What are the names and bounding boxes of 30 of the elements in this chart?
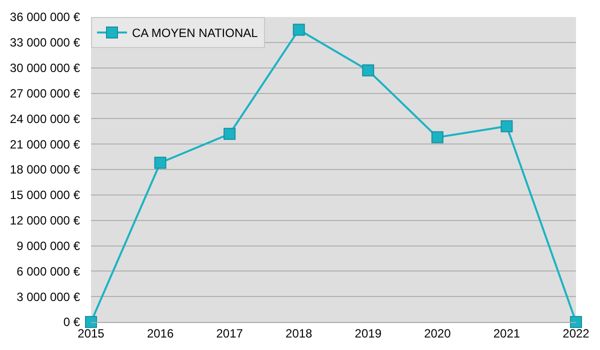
point (292, 24, 305, 36)
y-tick-label: 12 000 000 € (10, 214, 80, 228)
x-tick-label: 2020 (424, 326, 452, 340)
x-tick-label: 2017 (216, 326, 244, 340)
point (154, 156, 166, 169)
point (362, 64, 374, 76)
x-tick-label: 2022 (562, 326, 590, 340)
y-tick-label: 9 000 000 € (16, 238, 80, 253)
x-tick-label: 2016 (146, 326, 174, 340)
y-tick-label: 24 000 000 € (10, 112, 80, 126)
x-tick-label: 2018 (286, 326, 313, 340)
x-tick-label: 2015 (78, 326, 105, 340)
y-tick-label: 21 000 000 € (10, 137, 80, 152)
x-tick-label: 2019 (354, 326, 382, 340)
point (431, 131, 444, 144)
point (570, 316, 582, 328)
legend-label: CA MOYEN NATIONAL (132, 26, 258, 40)
y-tick-label: 3 000 000 € (16, 290, 80, 304)
y-tick-label: 6 000 000 € (16, 264, 80, 278)
y-tick-label: 33 000 000 € (10, 36, 80, 50)
y-tick-label: 15 000 000 € (10, 188, 80, 202)
point (85, 316, 97, 328)
x-tick-label: 2021 (493, 326, 520, 340)
point (500, 120, 513, 132)
y-tick-label: 27 000 000 € (10, 86, 80, 100)
y-tick-label: 0 € (63, 315, 80, 330)
point (224, 128, 236, 140)
y-tick-label: 18 000 000 € (10, 162, 80, 177)
y-tick-label: 30 000 000 € (10, 61, 80, 76)
y-tick-label: 36 000 000 € (10, 10, 80, 24)
